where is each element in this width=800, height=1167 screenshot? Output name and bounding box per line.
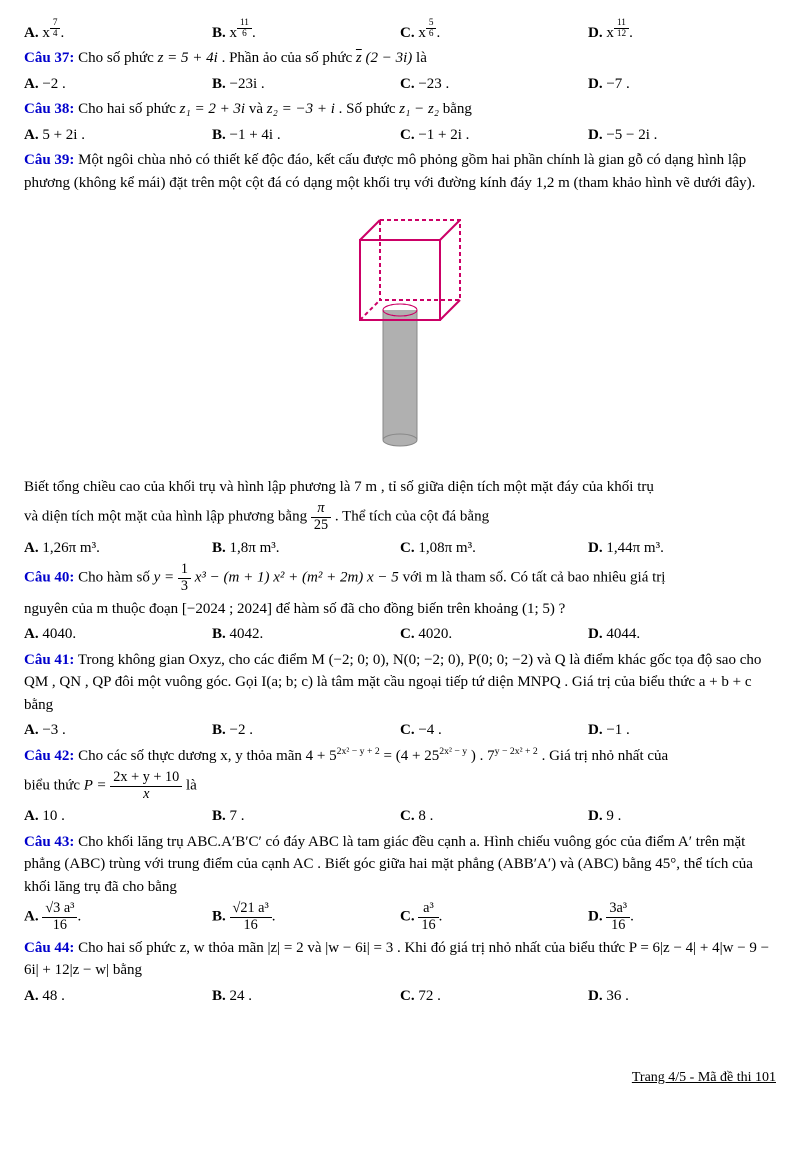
q39-after1: Biết tổng chiều cao của khối trụ và hình… xyxy=(24,476,776,499)
q38-c: −1 + 2i . xyxy=(418,127,469,143)
q39-after2: và diện tích một mặt của hình lập phương… xyxy=(24,501,776,533)
q37-d: −7 . xyxy=(606,76,629,92)
q37-stem2: . Phần ảo của số phức xyxy=(222,50,356,66)
q39-b: 1,8π m³. xyxy=(230,540,280,556)
q38-b: −1 + 4i . xyxy=(230,127,281,143)
q39: Câu 39: Một ngôi chùa nhỏ có thiết kế độ… xyxy=(24,149,776,194)
q40-c: 4020. xyxy=(418,626,452,642)
q41-a: −3 . xyxy=(42,722,65,738)
q44-label: Câu 44: xyxy=(24,940,74,956)
q37-stem3: là xyxy=(416,50,427,66)
q40-b: 4042. xyxy=(230,626,264,642)
q36-opt-c: C. x56. xyxy=(400,18,588,44)
q43-stem: Cho khối lăng trụ ABC.A′B′C′ có đáy ABC … xyxy=(24,834,753,895)
q38-label: Câu 38: xyxy=(24,101,74,117)
q37-eq2: (2 − 3i) xyxy=(366,50,413,66)
q44-a: 48 . xyxy=(42,988,65,1004)
q37-c: −23 . xyxy=(418,76,449,92)
q39-c: 1,08π m³. xyxy=(418,540,476,556)
q44-options: A. 48 . B. 24 . C. 72 . D. 36 . xyxy=(24,985,776,1008)
q44-c: 72 . xyxy=(418,988,441,1004)
q39-stem: Một ngôi chùa nhỏ có thiết kế độc đáo, k… xyxy=(24,152,755,191)
q37-b: −23i . xyxy=(230,76,265,92)
label-b: B. xyxy=(212,25,226,41)
q42: Câu 42: Cho các số thực dương x, y thỏa … xyxy=(24,745,776,768)
q39-d: 1,44π m³. xyxy=(606,540,664,556)
q43-options: A. √3 a³16. B. √21 a³16. C. a³16. D. 3a³… xyxy=(24,901,776,933)
q37-stem1: Cho số phức xyxy=(78,50,157,66)
q36-options: A. x74. B. x116. C. x56. D. x1112. xyxy=(24,18,776,44)
q38-a: 5 + 2i . xyxy=(42,127,85,143)
q44: Câu 44: Cho hai số phức z, w thỏa mãn |z… xyxy=(24,937,776,982)
q39-label: Câu 39: xyxy=(24,152,74,168)
q42-options: A. 10 . B. 7 . C. 8 . D. 9 . xyxy=(24,805,776,828)
q36-opt-a: A. x74. xyxy=(24,18,212,44)
q42-line2: biểu thức P = 2x + y + 10x là xyxy=(24,770,776,802)
q40: Câu 40: Cho hàm số y = 13 x³ − (m + 1) x… xyxy=(24,562,776,594)
q40-line2: nguyên của m thuộc đoạn [−2024 ; 2024] đ… xyxy=(24,598,776,621)
page-footer: Trang 4/5 - Mã đề thi 101 xyxy=(24,1067,776,1088)
cube-on-cylinder-icon xyxy=(325,200,475,460)
q36-opt-d: D. x1112. xyxy=(588,18,776,44)
q44-stem: Cho hai số phức z, w thỏa mãn |z| = 2 và… xyxy=(24,940,769,979)
q43: Câu 43: Cho khối lăng trụ ABC.A′B′C′ có … xyxy=(24,831,776,899)
q42-b: 7 . xyxy=(230,808,245,824)
q40-d: 4044. xyxy=(606,626,640,642)
q36-b-expr: x116. xyxy=(230,25,256,41)
q42-label: Câu 42: xyxy=(24,748,74,764)
q38-options: A. 5 + 2i . B. −1 + 4i . C. −1 + 2i . D.… xyxy=(24,124,776,147)
q39-options: A. 1,26π m³. B. 1,8π m³. C. 1,08π m³. D.… xyxy=(24,537,776,560)
q41-label: Câu 41: xyxy=(24,652,74,668)
q41: Câu 41: Trong không gian Oxyz, cho các đ… xyxy=(24,649,776,717)
q38-d: −5 − 2i . xyxy=(606,127,657,143)
q40-options: A. 4040. B. 4042. C. 4020. D. 4044. xyxy=(24,623,776,646)
q41-options: A. −3 . B. −2 . C. −4 . D. −1 . xyxy=(24,719,776,742)
q37-zbar: z xyxy=(356,50,362,66)
label-d: D. xyxy=(588,25,603,41)
q41-c: −4 . xyxy=(418,722,441,738)
q36-a-expr: x74. xyxy=(42,25,64,41)
label-c: C. xyxy=(400,25,415,41)
q44-d: 36 . xyxy=(606,988,629,1004)
q36-c-expr: x56. xyxy=(418,25,440,41)
q43-label: Câu 43: xyxy=(24,834,74,850)
q37: Câu 37: Cho số phức z = 5 + 4i . Phần ảo… xyxy=(24,47,776,70)
q40-a: 4040. xyxy=(42,626,76,642)
q39-a: 1,26π m³. xyxy=(42,540,100,556)
q41-d: −1 . xyxy=(606,722,629,738)
q42-a: 10 . xyxy=(42,808,65,824)
q42-d: 9 . xyxy=(606,808,621,824)
q41-b: −2 . xyxy=(230,722,253,738)
q37-eq1: z = 5 + 4i xyxy=(158,50,218,66)
q39-figure xyxy=(24,200,776,468)
q41-stem: Trong không gian Oxyz, cho các điểm M (−… xyxy=(24,652,761,713)
q36-opt-b: B. x116. xyxy=(212,18,400,44)
q38: Câu 38: Cho hai số phức z₁ = 2 + 3i và z… xyxy=(24,98,776,121)
q42-c: 8 . xyxy=(418,808,433,824)
q37-options: A. −2 . B. −23i . C. −23 . D. −7 . xyxy=(24,73,776,96)
q37-a: −2 . xyxy=(42,76,65,92)
q44-b: 24 . xyxy=(230,988,253,1004)
q36-d-expr: x1112. xyxy=(606,25,633,41)
q40-label: Câu 40: xyxy=(24,570,74,586)
q37-label: Câu 37: xyxy=(24,50,74,66)
label-a: A. xyxy=(24,25,39,41)
